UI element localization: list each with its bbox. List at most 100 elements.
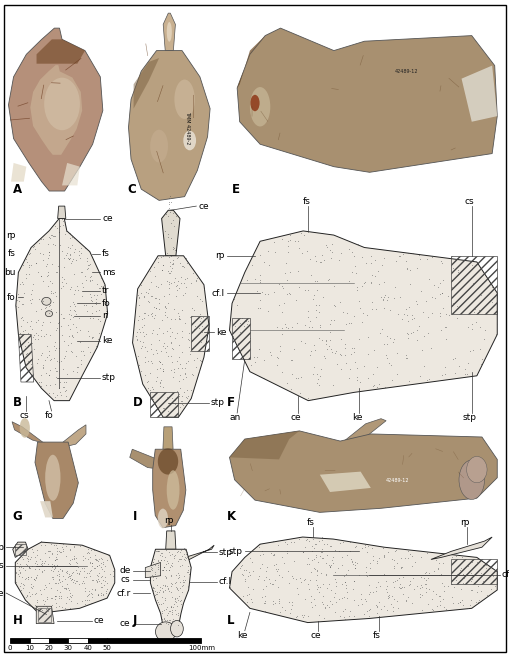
Ellipse shape: [42, 298, 51, 306]
Text: ce: ce: [120, 619, 130, 628]
Text: rp: rp: [215, 251, 224, 260]
Text: L: L: [227, 614, 234, 627]
Text: fs: fs: [373, 631, 380, 640]
Bar: [10, 638, 30, 643]
Ellipse shape: [45, 455, 61, 501]
Polygon shape: [319, 472, 370, 492]
Text: ke: ke: [0, 589, 4, 597]
Text: 42489-12: 42489-12: [385, 478, 409, 483]
Ellipse shape: [45, 311, 52, 317]
Text: ke: ke: [237, 631, 247, 640]
Polygon shape: [11, 163, 26, 182]
Polygon shape: [430, 537, 491, 560]
Text: ms: ms: [102, 268, 115, 277]
Text: ce: ce: [94, 616, 104, 625]
Ellipse shape: [150, 129, 167, 162]
Text: 10: 10: [25, 645, 34, 650]
Text: TMM 42489-2: TMM 42489-2: [184, 110, 189, 144]
Polygon shape: [165, 531, 176, 549]
Text: de: de: [119, 566, 130, 575]
Text: G: G: [13, 510, 22, 524]
Text: I: I: [132, 510, 137, 524]
Text: stp: stp: [210, 398, 224, 407]
Text: bu: bu: [4, 268, 16, 277]
Text: fs: fs: [302, 197, 309, 206]
Text: 50: 50: [102, 645, 111, 650]
Text: tr: tr: [102, 286, 109, 296]
Polygon shape: [229, 537, 496, 623]
Text: cf.l: cf.l: [211, 288, 224, 298]
Text: stp: stp: [228, 547, 242, 556]
Text: J: J: [132, 614, 137, 627]
Polygon shape: [461, 66, 496, 122]
Ellipse shape: [183, 131, 195, 150]
Text: B: B: [13, 396, 22, 409]
Text: ke: ke: [351, 413, 362, 422]
Text: 0: 0: [8, 645, 12, 650]
Polygon shape: [129, 449, 162, 470]
Text: H: H: [13, 614, 22, 627]
Ellipse shape: [166, 470, 179, 510]
Polygon shape: [36, 606, 54, 623]
Polygon shape: [35, 442, 78, 518]
Ellipse shape: [250, 95, 259, 111]
Polygon shape: [62, 163, 80, 185]
Ellipse shape: [155, 622, 176, 642]
Ellipse shape: [466, 457, 486, 483]
Text: 30: 30: [64, 645, 73, 650]
Polygon shape: [340, 419, 385, 447]
Ellipse shape: [44, 78, 80, 130]
Bar: [68, 638, 88, 643]
Text: ke: ke: [102, 336, 112, 345]
Polygon shape: [229, 231, 496, 401]
Polygon shape: [30, 65, 82, 155]
Ellipse shape: [170, 620, 183, 637]
Polygon shape: [229, 431, 496, 512]
Text: fs: fs: [8, 249, 16, 258]
Polygon shape: [58, 206, 66, 219]
Text: ke: ke: [216, 328, 226, 337]
Polygon shape: [9, 28, 103, 191]
Text: E: E: [232, 183, 240, 196]
Text: fo: fo: [45, 411, 54, 420]
Polygon shape: [37, 39, 85, 64]
Text: 100mm: 100mm: [188, 645, 214, 650]
Text: fs: fs: [102, 249, 109, 258]
Polygon shape: [161, 210, 180, 256]
Polygon shape: [13, 542, 28, 557]
Text: stp: stp: [0, 543, 4, 552]
Text: ce: ce: [102, 214, 112, 223]
Bar: [107, 638, 201, 643]
Polygon shape: [16, 219, 107, 401]
Text: rp: rp: [6, 231, 16, 240]
Ellipse shape: [20, 418, 30, 438]
Text: A: A: [13, 183, 22, 196]
Polygon shape: [229, 431, 299, 459]
Text: 20: 20: [44, 645, 53, 650]
Text: 42489-12: 42489-12: [394, 69, 418, 74]
Text: cf.r: cf.r: [501, 570, 509, 579]
Polygon shape: [12, 422, 48, 444]
Ellipse shape: [458, 460, 484, 499]
Polygon shape: [163, 13, 175, 51]
Ellipse shape: [166, 22, 172, 42]
Text: ri: ri: [102, 311, 108, 320]
Ellipse shape: [157, 509, 167, 528]
Text: fs: fs: [306, 518, 314, 527]
Text: rp: rp: [459, 518, 468, 527]
Polygon shape: [133, 58, 159, 108]
Text: fo: fo: [7, 292, 16, 302]
Text: cf.l: cf.l: [218, 578, 232, 586]
Text: cs: cs: [19, 411, 29, 420]
Text: cs: cs: [0, 561, 4, 570]
Text: F: F: [227, 396, 235, 409]
Text: stp: stp: [218, 548, 232, 556]
Text: fo: fo: [102, 299, 110, 308]
Text: ce: ce: [290, 413, 301, 422]
Ellipse shape: [174, 79, 194, 119]
Polygon shape: [15, 542, 115, 614]
Polygon shape: [237, 35, 265, 88]
Polygon shape: [40, 501, 53, 518]
Polygon shape: [145, 562, 160, 578]
Polygon shape: [162, 427, 173, 449]
